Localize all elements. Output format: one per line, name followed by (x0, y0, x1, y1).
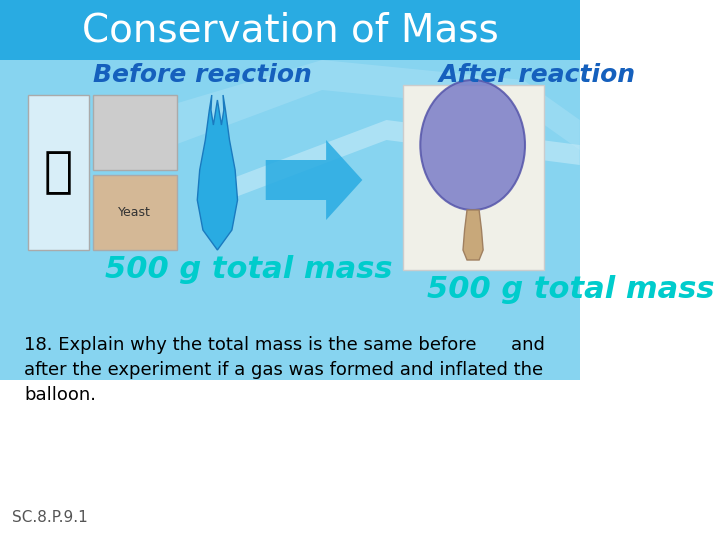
Text: Yeast: Yeast (118, 206, 151, 219)
FancyBboxPatch shape (0, 380, 580, 540)
Text: balloon.: balloon. (24, 386, 96, 404)
Text: SC.8.P.9.1: SC.8.P.9.1 (12, 510, 88, 525)
Text: Conservation of Mass: Conservation of Mass (81, 11, 498, 49)
Polygon shape (202, 120, 580, 210)
Text: after the experiment if a gas was formed and inflated the: after the experiment if a gas was formed… (24, 361, 544, 379)
FancyBboxPatch shape (28, 95, 89, 250)
FancyBboxPatch shape (0, 0, 580, 385)
Text: Before reaction: Before reaction (93, 63, 311, 87)
Polygon shape (121, 60, 580, 150)
FancyBboxPatch shape (93, 175, 177, 250)
Polygon shape (266, 140, 362, 220)
Text: 500 g total mass: 500 g total mass (427, 275, 714, 305)
Circle shape (420, 80, 525, 210)
Polygon shape (197, 95, 238, 250)
Text: 💧: 💧 (43, 148, 73, 196)
FancyBboxPatch shape (93, 95, 177, 170)
Text: After reaction: After reaction (438, 63, 636, 87)
FancyBboxPatch shape (402, 85, 544, 270)
Polygon shape (463, 210, 483, 260)
Text: 18. Explain why the total mass is the same before      and: 18. Explain why the total mass is the sa… (24, 336, 545, 354)
Text: 500 g total mass: 500 g total mass (104, 255, 392, 285)
FancyBboxPatch shape (0, 0, 580, 60)
